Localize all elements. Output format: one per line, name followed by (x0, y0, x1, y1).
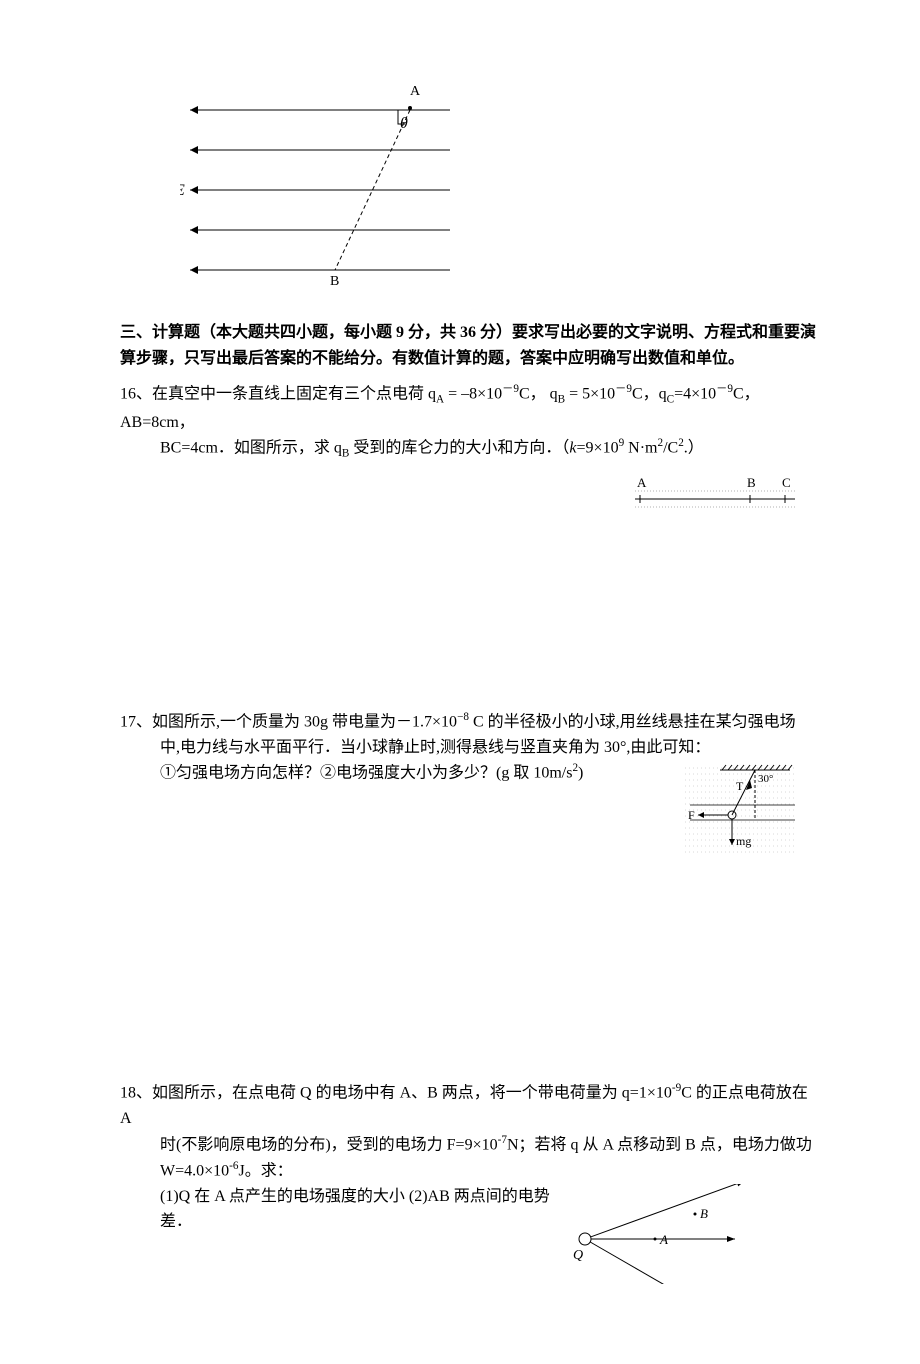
p16-uA: C， q (519, 386, 558, 403)
p17-chs: −8 (457, 711, 469, 723)
p16-eqA: = –8×10 (444, 386, 502, 403)
p18-t2: 时(不影响原电场的分布)，受到的电场力 F=9×10 (160, 1136, 498, 1153)
p18-t2b: N；若将 q 从 A 点移动到 B 点，电场力做功 (507, 1136, 812, 1153)
p16-supA: －9 (502, 383, 519, 395)
p16-supC: －9 (716, 383, 733, 395)
problem-17: 17、如图所示,一个质量为 30g 带电量为－1.7×10−8 C 的半径极小的… (120, 709, 820, 861)
p18-s2: -7 (498, 1134, 507, 1146)
p16-t3: 受到的库仑力的大小和方向．（ (349, 440, 569, 457)
p18-s1: -9 (672, 1082, 681, 1094)
p18-t3b: J。求： (238, 1162, 292, 1179)
label-E: E (180, 182, 185, 199)
p16-subB: B (558, 394, 565, 406)
p18-sub1: (1)Q 在 A 点产生的电场强度的大小 (160, 1188, 405, 1205)
problem-18: 18、如图所示，在点电荷 Q 的电场中有 A、B 两点，将一个带电荷量为 q=1… (120, 1080, 820, 1283)
diagram-p18: Q A B (560, 1184, 760, 1284)
p16-supB: －9 (615, 383, 632, 395)
p17-t3: 中,电力线与水平面平行．当小球静止时,测得悬线与竖直夹角为 30°,由此可知： (160, 739, 710, 756)
p16-t1: 在真空中一条直线上固定有三个点电荷 q (152, 386, 436, 403)
svg-text:B: B (700, 1206, 708, 1221)
section-title: 三、计算题（本大题共四小题，每小题 9 分，共 36 分）要求写出必要的文字说明… (120, 320, 820, 371)
problem-17-num: 17、 (120, 713, 152, 730)
p17-q1: ①匀强电场方向怎样？②电场强度大小为多少？(g 取 10m/s (160, 765, 572, 782)
point-A (408, 106, 412, 110)
diagram-p17: TFmg30° (670, 760, 800, 860)
svg-field-lines: A B θ E (180, 80, 460, 290)
svg-text:C: C (782, 475, 791, 490)
p16-ke: .） (684, 440, 704, 457)
p16-t2: BC=4cm．如图所示，求 q (160, 440, 342, 457)
p16-uB: C，q (632, 386, 667, 403)
label-A: A (410, 84, 421, 99)
svg-text:Q: Q (573, 1248, 583, 1263)
p16-subA: A (436, 394, 444, 406)
problem-16-num: 16、 (120, 386, 152, 403)
problem-18-num: 18、 (120, 1085, 152, 1102)
p17-t2: 的半径极小的小球,用丝线悬挂在某匀强电场 (484, 713, 796, 730)
svg-text:mg: mg (736, 834, 751, 848)
p18-t1: 如图所示，在点电荷 Q 的电场中有 A、B 两点，将一个带电荷量为 q=1×10 (152, 1085, 672, 1102)
p16-ku: N·m (624, 440, 657, 457)
svg-text:A: A (637, 475, 647, 490)
p16-subC: C (667, 394, 674, 406)
p16-eqB: = 5×10 (565, 386, 615, 403)
p17-q1e: ) (578, 765, 583, 782)
diagram-field-lines: A B θ E (180, 80, 460, 280)
p16-kv: =9×10 (577, 440, 619, 457)
svg-text:B: B (747, 475, 756, 490)
p17-chu: C (469, 713, 484, 730)
svg-text:30°: 30° (758, 773, 773, 785)
p16-eqC: =4×10 (674, 386, 716, 403)
diagram-p16: A B C (630, 474, 800, 509)
svg-text:T: T (736, 779, 744, 793)
p16-ku2: /C (663, 440, 678, 457)
p17-t1: 如图所示,一个质量为 30g 带电量为 (152, 713, 396, 730)
p17-ch: －1.7×10 (396, 713, 457, 730)
problem-16: 16、在真空中一条直线上固定有三个点电荷 qA = –8×10－9C， qB =… (120, 381, 820, 508)
svg-text:A: A (659, 1232, 668, 1247)
label-B: B (330, 274, 339, 289)
p18-t3: W=4.0×10 (160, 1162, 229, 1179)
p16-k: k (569, 440, 576, 457)
